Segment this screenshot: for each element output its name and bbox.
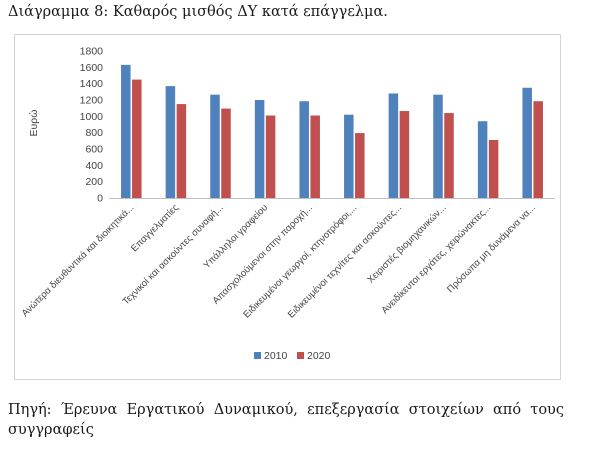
bar-2010-2 (165, 86, 176, 198)
source-note: Πηγή: Έρευνα Εργατικού Δυναμικού, επεξερ… (8, 402, 564, 418)
y-tick-label: 800 (85, 127, 103, 139)
y-tick-label: 1400 (80, 78, 104, 90)
legend: 2010 2020 (254, 350, 331, 362)
bar-2020-2 (176, 104, 187, 198)
bar-2020-10 (533, 101, 543, 198)
bar-2010-1 (121, 64, 131, 198)
y-axis-label: Ευρώ (28, 110, 40, 137)
y-tick-label: 200 (85, 176, 103, 188)
bar-2010-5 (299, 101, 309, 198)
x-category-label: Ανώτερα διευθυντικά και διοικητικά... (20, 202, 137, 319)
x-category-label: Πρόσωπα μη δυνάμενα να... (445, 202, 538, 295)
x-axis-categories: Ανώτερα διευθυντικά και διοικητικά...Επα… (20, 202, 538, 320)
bar-2010-7 (388, 93, 399, 198)
legend-label-2010: 2010 (264, 350, 288, 362)
y-tick-label: 1800 (80, 46, 104, 58)
bar-2020-1 (132, 79, 142, 198)
y-tick-label: 1200 (80, 95, 104, 107)
bar-2010-4 (254, 100, 265, 198)
bar-2020-9 (488, 140, 499, 198)
y-axis-ticks: 0 200 400 600 800 1000 1200 1400 1600 1800 (80, 46, 104, 205)
figure-caption: Διάγραμμα 8: Καθαρός μισθός ΔΥ κατά επάγ… (8, 4, 388, 20)
y-tick-label: 1600 (80, 62, 104, 74)
bars (121, 64, 543, 198)
bar-2020-7 (399, 111, 410, 198)
legend-label-2020: 2020 (307, 350, 331, 362)
y-tick-label: 1000 (80, 111, 104, 123)
bar-2020-5 (310, 115, 320, 198)
bar-chart: 0 200 400 600 800 1000 1200 1400 1600 1800 Ανώτερ… (20, 46, 555, 362)
bar-2020-8 (444, 113, 454, 198)
bar-2010-3 (210, 94, 220, 198)
bar-2010-10 (522, 87, 532, 198)
source-note-continued: συγγραφείς (8, 422, 94, 438)
bar-2010-6 (344, 114, 354, 198)
chart-frame: 0 200 400 600 800 1000 1200 1400 1600 1800 Ανώτερ… (14, 34, 561, 380)
y-tick-label: 0 (97, 193, 103, 205)
y-tick-label: 400 (85, 160, 103, 172)
y-tick-label: 600 (85, 144, 103, 156)
legend-swatch-2010 (254, 352, 261, 359)
bar-2020-4 (265, 115, 276, 198)
legend-swatch-2020 (297, 352, 304, 359)
bar-2010-8 (433, 94, 443, 198)
bar-2020-3 (221, 108, 231, 198)
bar-2020-6 (355, 133, 365, 198)
x-category-label: Χειριστές βιομηχανικών... (365, 202, 448, 285)
bar-2010-9 (477, 121, 488, 198)
